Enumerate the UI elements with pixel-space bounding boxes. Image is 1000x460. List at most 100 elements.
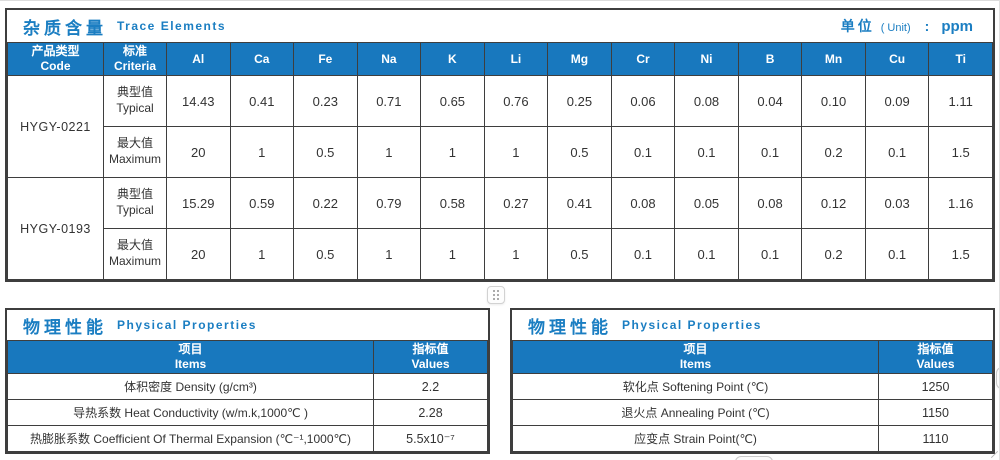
trace-value: 0.08 bbox=[674, 75, 739, 127]
values-en: Values bbox=[411, 357, 450, 371]
col-header-values: 指标值 Values bbox=[878, 340, 993, 374]
table-row: 热膨胀系数 Coefficient Of Thermal Expansion (… bbox=[7, 425, 488, 452]
bottom-drag-handle[interactable] bbox=[735, 456, 773, 460]
trace-value: 1.11 bbox=[928, 75, 993, 127]
unit-en: ( Unit) bbox=[880, 22, 911, 34]
trace-value: 0.79 bbox=[356, 177, 422, 229]
trace-value: 0.41 bbox=[547, 177, 612, 229]
table-row: 退火点 Annealing Point (℃) 1150 bbox=[512, 399, 993, 426]
property-item: 体积密度 Density (g/cm³) bbox=[7, 373, 374, 400]
criteria-en: Maximum bbox=[108, 254, 161, 268]
col-header-element: B bbox=[737, 42, 803, 76]
physical-left-table: 项目 Items 指标值 Values 体积密度 Density (g/cm³)… bbox=[7, 340, 488, 452]
table-row: 应变点 Strain Point(℃) 1110 bbox=[512, 425, 993, 452]
trace-value: 0.27 bbox=[483, 177, 549, 229]
trace-value: 0.09 bbox=[864, 75, 930, 127]
trace-value: 1.16 bbox=[928, 177, 993, 229]
property-item: 软化点 Softening Point (℃) bbox=[512, 373, 879, 400]
trace-value: 0.59 bbox=[229, 177, 295, 229]
trace-value: 1.5 bbox=[928, 126, 993, 178]
criteria-en: Maximum bbox=[108, 152, 161, 166]
table-row: HYGY-0221 典型值 Typical 14.43 0.41 0.23 0.… bbox=[7, 75, 993, 178]
product-code-cell: HYGY-0193 bbox=[7, 177, 104, 280]
trace-elements-table: 产品类型 Code 标准 Criteria Al Ca Fe Na K Li M… bbox=[7, 42, 993, 280]
table-row: HYGY-0193 典型值 Typical 15.29 0.59 0.22 0.… bbox=[7, 177, 993, 280]
trace-value: 1 bbox=[420, 126, 485, 178]
trace-value: 0.5 bbox=[293, 228, 358, 280]
col-header-element: Cr bbox=[610, 42, 676, 76]
trace-value: 1 bbox=[229, 228, 295, 280]
trace-value: 1 bbox=[229, 126, 295, 178]
table-row: 体积密度 Density (g/cm³) 2.2 bbox=[7, 373, 488, 400]
col-header-code: 产品类型 Code bbox=[7, 42, 104, 76]
property-value: 2.2 bbox=[373, 373, 488, 400]
col-header-element: Mn bbox=[801, 42, 866, 76]
col-header-element: Li bbox=[483, 42, 549, 76]
physical-properties-left-panel: 物理性能 Physical Properties 项目 Items 指标值 Va… bbox=[5, 308, 490, 454]
table-row: 导热系数 Heat Conductivity (w/m.k,1000℃ ) 2.… bbox=[7, 399, 488, 426]
trace-value: 0.1 bbox=[864, 126, 930, 178]
table-row: 最大值 Maximum 20 1 0.5 1 1 1 0.5 0.1 0.1 0… bbox=[8, 126, 993, 178]
col-header-items: 项目 Items bbox=[512, 340, 879, 374]
trace-value: 0.22 bbox=[293, 177, 358, 229]
physical-left-title-en: Physical Properties bbox=[117, 318, 257, 332]
col-header-criteria-en: Criteria bbox=[113, 59, 157, 73]
col-header-criteria: 标准 Criteria bbox=[103, 42, 167, 76]
trace-value: 0.04 bbox=[737, 75, 803, 127]
trace-value: 0.1 bbox=[864, 228, 930, 280]
trace-value: 0.41 bbox=[229, 75, 295, 127]
trace-value: 0.08 bbox=[610, 177, 676, 229]
col-header-element: Ti bbox=[928, 42, 993, 76]
trace-value: 0.12 bbox=[801, 177, 866, 229]
trace-value: 20 bbox=[166, 228, 231, 280]
trace-value: 0.76 bbox=[483, 75, 549, 127]
criteria-cell: 典型值 Typical bbox=[103, 75, 167, 127]
col-header-element: Na bbox=[356, 42, 422, 76]
items-zh: 项目 bbox=[683, 342, 708, 356]
trace-value: 0.23 bbox=[293, 75, 358, 127]
col-header-element: Fe bbox=[293, 42, 358, 76]
col-header-code-zh: 产品类型 bbox=[31, 44, 80, 58]
section-drag-handle[interactable] bbox=[487, 286, 505, 304]
drag-dots-icon bbox=[493, 290, 499, 300]
physical-properties-right-panel: 物理性能 Physical Properties 项目 Items 指标值 Va… bbox=[510, 308, 995, 454]
physical-left-title-zh: 物理性能 bbox=[23, 317, 107, 337]
values-zh: 指标值 bbox=[917, 342, 954, 356]
unit-colon: : bbox=[924, 18, 930, 34]
trace-value: 0.5 bbox=[547, 228, 612, 280]
trace-header-row: 产品类型 Code 标准 Criteria Al Ca Fe Na K Li M… bbox=[7, 42, 993, 76]
physical-right-table: 项目 Items 指标值 Values 软化点 Softening Point … bbox=[512, 340, 993, 452]
property-value: 1150 bbox=[878, 399, 993, 426]
trace-value: 0.1 bbox=[737, 126, 803, 178]
trace-value: 0.05 bbox=[674, 177, 739, 229]
property-item: 热膨胀系数 Coefficient Of Thermal Expansion (… bbox=[7, 425, 374, 452]
trace-panel-header: 杂质含量 Trace Elements 单位 ( Unit) : ppm bbox=[7, 10, 993, 42]
right-drag-handle[interactable] bbox=[996, 367, 999, 389]
trace-value: 15.29 bbox=[166, 177, 231, 229]
trace-title-en: Trace Elements bbox=[117, 19, 227, 33]
col-header-element: Ca bbox=[229, 42, 295, 76]
product-code-cell: HYGY-0221 bbox=[7, 75, 104, 178]
property-value: 2.28 bbox=[373, 399, 488, 426]
col-header-items: 项目 Items bbox=[7, 340, 374, 374]
criteria-zh: 典型值 bbox=[116, 85, 153, 100]
items-en: Items bbox=[679, 357, 712, 371]
trace-value: 0.1 bbox=[674, 126, 739, 178]
criteria-zh: 典型值 bbox=[116, 187, 153, 202]
trace-value: 1 bbox=[483, 228, 549, 280]
trace-value: 0.1 bbox=[610, 126, 676, 178]
trace-value: 1 bbox=[356, 126, 422, 178]
table-row: 最大值 Maximum 20 1 0.5 1 1 1 0.5 0.1 0.1 0… bbox=[8, 228, 993, 280]
unit-value: ppm bbox=[941, 18, 973, 35]
property-item: 导热系数 Heat Conductivity (w/m.k,1000℃ ) bbox=[7, 399, 374, 426]
trace-value: 0.5 bbox=[547, 126, 612, 178]
physical-left-header: 物理性能 Physical Properties bbox=[7, 310, 488, 340]
property-value: 5.5x10⁻⁷ bbox=[373, 425, 488, 452]
physical-right-header-row: 项目 Items 指标值 Values bbox=[512, 340, 993, 374]
criteria-zh: 最大值 bbox=[116, 238, 153, 253]
trace-value: 0.5 bbox=[293, 126, 358, 178]
criteria-en: Typical bbox=[116, 203, 154, 217]
property-value: 1110 bbox=[878, 425, 993, 452]
table-row: 软化点 Softening Point (℃) 1250 bbox=[512, 373, 993, 400]
